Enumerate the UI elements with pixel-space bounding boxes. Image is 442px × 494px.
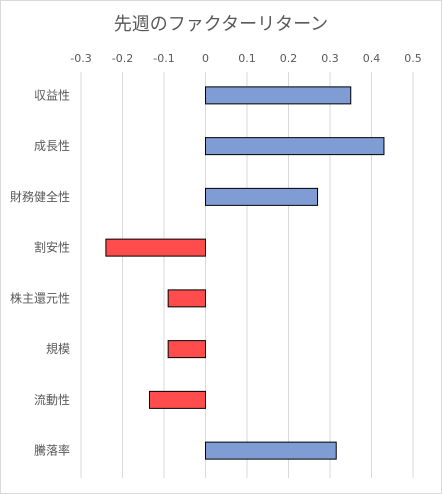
gridlines: [80, 72, 414, 478]
x-tick-label: 0.3: [321, 52, 339, 65]
category-label: 成長性: [34, 139, 70, 153]
bar: [148, 390, 207, 409]
x-tick-label: 0.2: [280, 52, 298, 65]
bar: [167, 340, 206, 359]
bar: [205, 441, 337, 460]
category-label: 流動性: [34, 393, 70, 407]
category-label: 騰落率: [34, 443, 70, 458]
x-tick-label: -0.1: [153, 52, 174, 65]
x-tick-label: 0.4: [363, 52, 381, 65]
category-label: 規模: [46, 341, 70, 356]
bar: [205, 137, 385, 156]
chart-title: 先週のファクターリターン: [113, 14, 329, 35]
category-label: 収益性: [34, 88, 70, 102]
bar: [105, 238, 206, 257]
bar: [205, 86, 352, 105]
bar: [167, 289, 206, 308]
x-tick-label: 0: [202, 52, 209, 65]
bar: [205, 187, 319, 206]
category-label: 株主還元性: [10, 290, 70, 305]
x-tick-label: 0.1: [238, 52, 256, 65]
bars: [105, 86, 385, 460]
category-label: 割安性: [34, 240, 70, 255]
x-tick-label: 0.5: [404, 52, 422, 65]
category-label: 財務健全性: [10, 189, 70, 204]
x-tick-label: -0.3: [70, 52, 91, 65]
x-tick-labels: -0.3 -0.2 -0.1 0 0.1 0.2 0.3 0.4 0.5: [70, 52, 421, 65]
x-tick-label: -0.2: [112, 52, 133, 65]
